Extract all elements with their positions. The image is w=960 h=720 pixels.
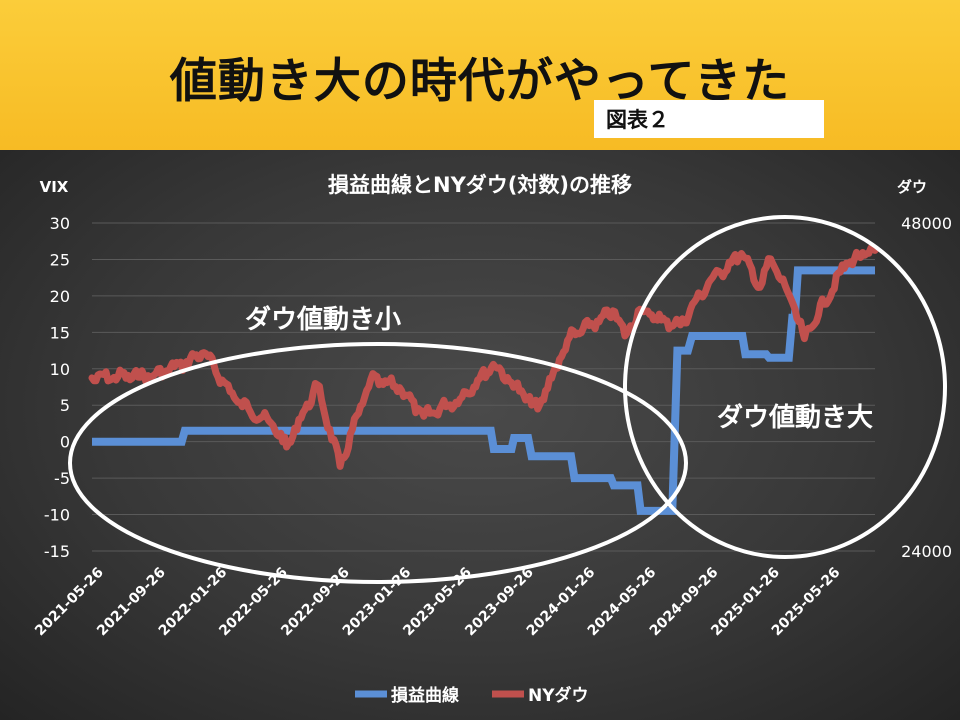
left-tick-label: -5 bbox=[54, 469, 70, 488]
left-tick-label: 25 bbox=[50, 250, 70, 269]
left-axis-ticks: 30 25 20 15 10 5 0 -5 -10 -15 bbox=[44, 214, 70, 561]
left-tick-label: 5 bbox=[60, 396, 70, 415]
left-tick-label: 15 bbox=[50, 323, 70, 342]
right-tick-label: 48000 bbox=[901, 214, 952, 233]
left-tick-label: 20 bbox=[50, 287, 70, 306]
left-tick-label: 10 bbox=[50, 360, 70, 379]
right-axis-label: ダウ bbox=[897, 178, 927, 196]
left-tick-label: 0 bbox=[60, 433, 70, 452]
header-banner: 値動き大の時代がやってきた 図表２ bbox=[0, 0, 960, 150]
left-tick-label: 30 bbox=[50, 214, 70, 233]
legend-label: 損益曲線 bbox=[391, 685, 459, 706]
large-move-ellipse bbox=[623, 215, 947, 559]
small-move-ellipse bbox=[68, 342, 688, 584]
left-axis-label: VIX bbox=[40, 178, 69, 196]
annotations: ダウ値動き小 ダウ値動き大 bbox=[68, 215, 947, 584]
right-axis-ticks: 48000 24000 bbox=[901, 214, 952, 561]
small-move-label: ダウ値動き小 bbox=[245, 304, 401, 335]
x-axis-ticks: 2021-05-262021-09-262022-01-262022-05-26… bbox=[32, 565, 843, 640]
chart-svg: 損益曲線とNYダウ(対数)の推移 VIX ダウ 30 25 20 15 10 5 0 -5 -1… bbox=[32, 173, 952, 706]
series-lines bbox=[88, 243, 879, 515]
left-tick-label: -10 bbox=[44, 506, 70, 525]
legend-label: NYダウ bbox=[528, 685, 589, 706]
series-line-pnl bbox=[92, 266, 875, 515]
large-move-label: ダウ値動き大 bbox=[717, 402, 873, 433]
chart-title: 損益曲線とNYダウ(対数)の推移 bbox=[328, 173, 632, 197]
slide-title: 値動き大の時代がやってきた bbox=[169, 54, 791, 109]
chart-area: 損益曲線とNYダウ(対数)の推移 VIX ダウ 30 25 20 15 10 5 0 -5 -1… bbox=[0, 150, 960, 720]
series-line-dow bbox=[88, 243, 879, 470]
grid-lines bbox=[92, 222, 875, 552]
right-tick-label: 24000 bbox=[901, 542, 952, 561]
left-tick-label: -15 bbox=[44, 542, 70, 561]
figure-label: 図表２ bbox=[594, 100, 824, 138]
legend: 損益曲線 NYダウ bbox=[355, 685, 589, 706]
